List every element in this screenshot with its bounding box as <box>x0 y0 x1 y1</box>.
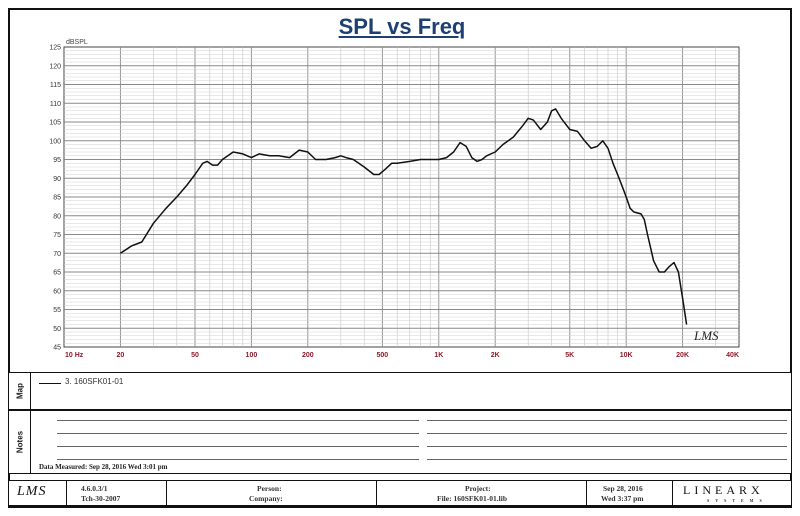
y-tick-label: 100 <box>49 138 61 145</box>
y-tick-label: 55 <box>53 307 61 314</box>
version-text: 4.6.0.3/1 <box>81 484 108 493</box>
x-tick-label: 200 <box>302 352 314 359</box>
legend-line-swatch <box>39 383 61 384</box>
y-tick-label: 65 <box>53 270 61 277</box>
spl-curve <box>119 108 688 325</box>
y-tick-label: 50 <box>53 326 61 333</box>
y-tick-label: 75 <box>53 232 61 239</box>
x-tick-label: 50 <box>191 352 199 359</box>
legend-entry: 3. 160SFK01-01 <box>65 377 124 386</box>
y-tick-labels: 45 50 55 60 65 70 75 80 85 90 95 100 105 110 115 120 125 <box>49 45 61 352</box>
y-tick-label: 115 <box>50 82 61 89</box>
x-tick-label: 100 <box>246 352 258 359</box>
y-tick-label: 70 <box>53 251 61 258</box>
file-label: File: 160SFK01-01.lib <box>437 494 507 503</box>
footer-date-cell: Sep 28, 2016 Wed 3:37 pm <box>587 481 673 505</box>
lms-logo: LMS <box>17 484 47 499</box>
linearx-logo: LINEARX <box>683 483 764 497</box>
y-tick-label: 90 <box>53 176 61 183</box>
company-label: Company: <box>249 494 283 503</box>
note-line <box>57 459 419 460</box>
note-line <box>427 459 787 460</box>
plot-area: 45 50 55 60 65 70 75 80 85 90 95 100 105 110 115 120 125… <box>49 39 740 359</box>
chart-title: SPL vs Freq <box>338 14 466 39</box>
map-panel: Map 3. 160SFK01-01 <box>8 372 792 410</box>
x-tick-label: 40K <box>726 352 739 359</box>
footer-person-cell: Person: Company: <box>167 481 377 505</box>
person-label: Person: <box>257 484 282 493</box>
y-tick-label: 95 <box>53 157 61 164</box>
x-tick-label: 10K <box>620 352 633 359</box>
y-tick-label: 125 <box>49 45 61 52</box>
x-tick-labels: 10 Hz 20 50 100 200 500 1K 2K 5K 10K 20K 40K <box>65 352 739 359</box>
note-line <box>427 433 787 434</box>
footer-project-cell: Project: File: 160SFK01-01.lib <box>377 481 587 505</box>
x-tick-label: 20K <box>676 352 689 359</box>
footer-logo-cell: LMS <box>9 481 67 505</box>
y-tick-label: 60 <box>53 288 61 295</box>
x-tick-label: 2K <box>491 352 500 359</box>
build-text: Tch-30-2007 <box>81 494 121 503</box>
y-tick-label: 105 <box>49 120 61 127</box>
note-line <box>57 433 419 434</box>
note-line <box>57 420 419 421</box>
map-panel-label: Map <box>9 373 31 409</box>
y-tick-label: 110 <box>50 101 61 108</box>
note-line <box>57 446 419 447</box>
footer-brand-cell: LINEARX SYSTEMS <box>673 481 790 505</box>
linearx-subtitle: SYSTEMS <box>707 498 768 503</box>
time-text: Wed 3:37 pm <box>601 494 644 503</box>
measured-date: Data Measured: Sep 28, 2016 Wed 3:01 pm <box>39 463 168 471</box>
note-line <box>427 420 787 421</box>
x-tick-label: 10 Hz <box>65 352 84 359</box>
x-tick-label: 1K <box>434 352 443 359</box>
footer-version-cell: 4.6.0.3/1 Tch-30-2007 <box>67 481 167 505</box>
notes-panel-label: Notes <box>9 411 31 473</box>
y-tick-label: 45 <box>53 345 61 352</box>
project-label: Project: <box>465 484 491 493</box>
x-tick-label: 5K <box>565 352 574 359</box>
x-tick-label: 500 <box>377 352 389 359</box>
x-tick-label: 20 <box>117 352 125 359</box>
y-tick-label: 80 <box>53 213 61 220</box>
lms-watermark: LMS <box>693 328 719 343</box>
notes-panel: Notes Data Measured: Sep 28, 2016 Wed 3:… <box>8 410 792 474</box>
date-text: Sep 28, 2016 <box>603 484 643 493</box>
y-axis-label: dBSPL <box>66 39 88 46</box>
note-line <box>427 446 787 447</box>
grid-lines <box>64 47 739 347</box>
footer-bar: LMS 4.6.0.3/1 Tch-30-2007 Person: Compan… <box>8 480 792 506</box>
y-tick-label: 85 <box>53 195 61 202</box>
y-tick-label: 120 <box>49 63 61 70</box>
